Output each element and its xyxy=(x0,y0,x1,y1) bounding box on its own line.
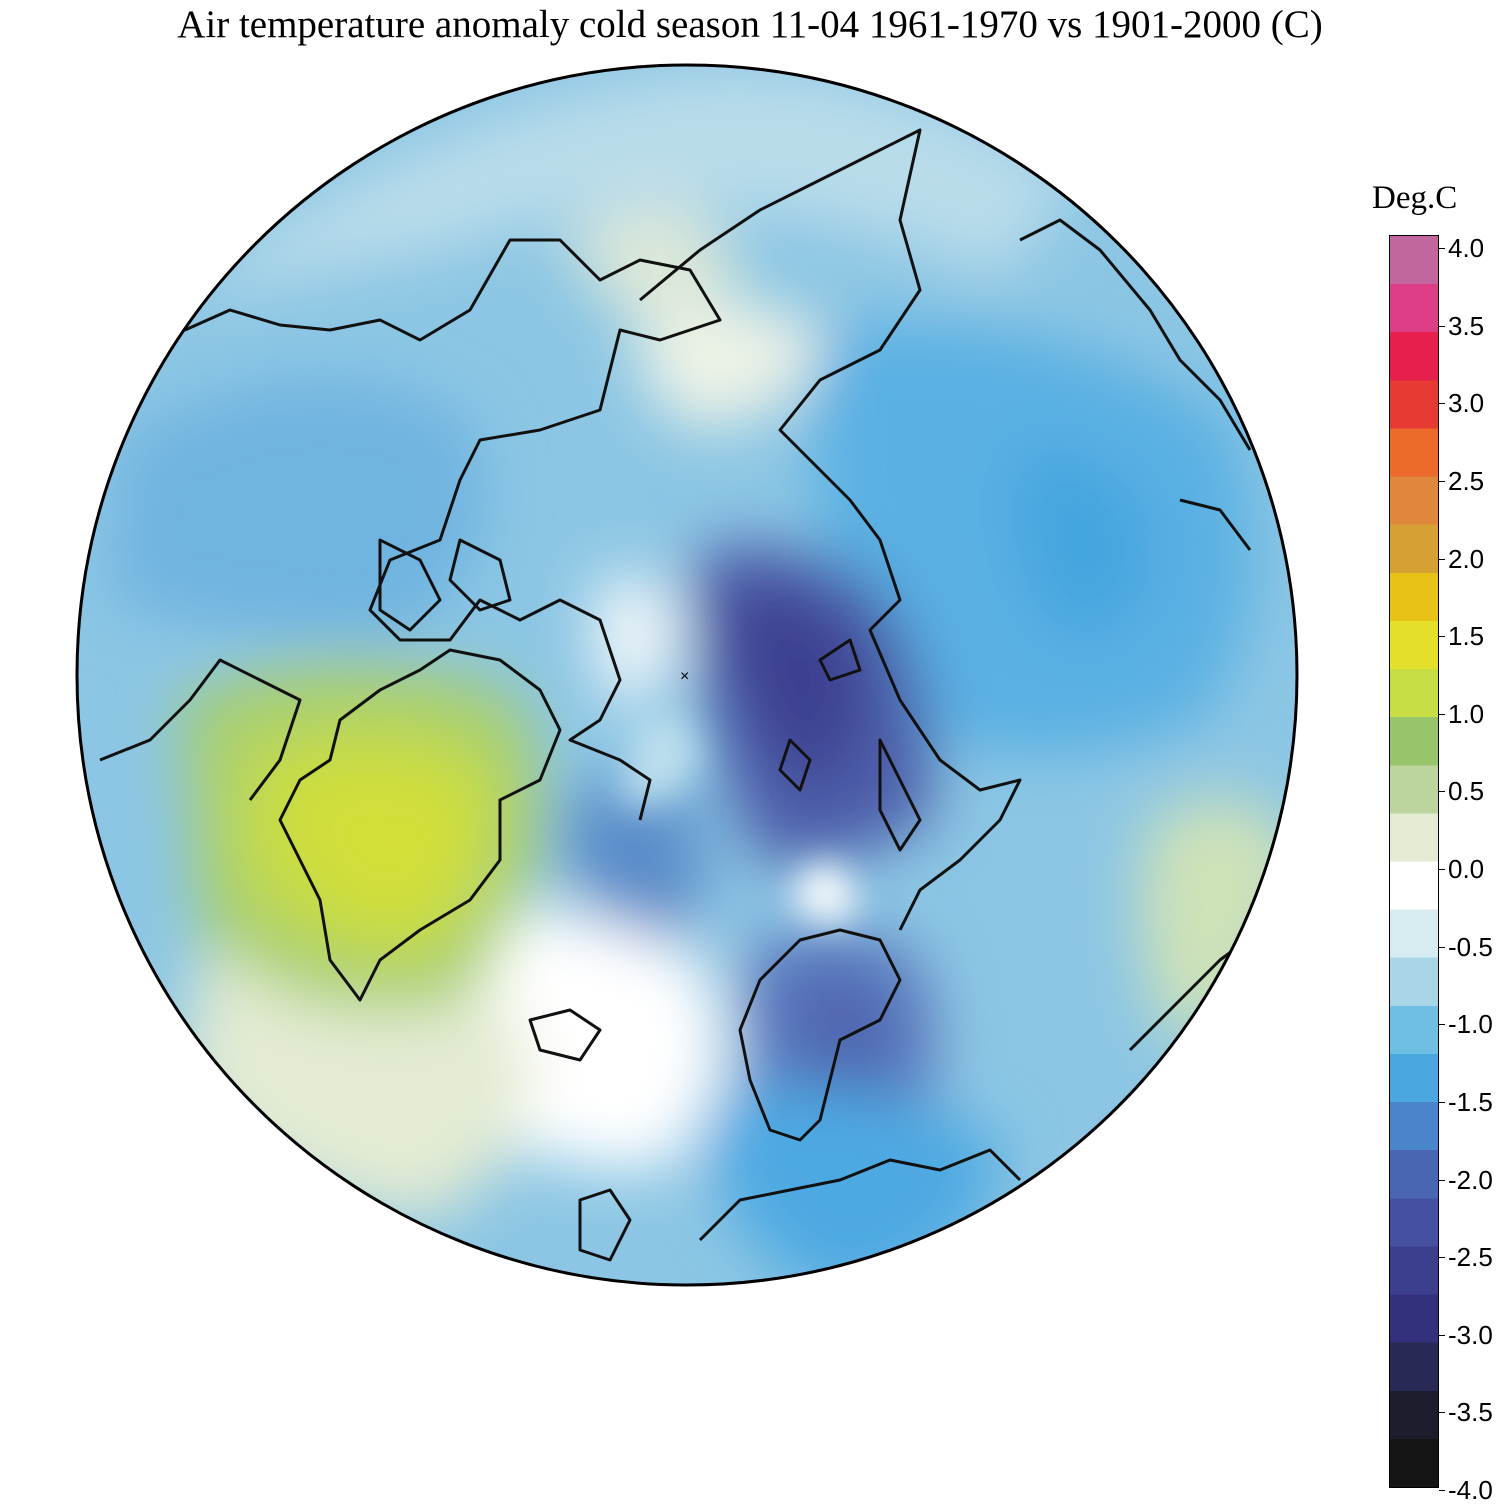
legend-tick-mark xyxy=(1439,636,1445,638)
legend-tick-label: 3.0 xyxy=(1448,388,1485,419)
legend-tick-label: 4.0 xyxy=(1448,233,1485,263)
legend-tick-mark xyxy=(1439,325,1445,327)
legend-tick-mark xyxy=(1439,248,1445,249)
anomaly-field xyxy=(77,65,1297,1285)
legend-tick-mark xyxy=(1439,713,1445,715)
legend-tick-mark xyxy=(1439,558,1445,560)
legend-tick-label: -3.0 xyxy=(1448,1319,1493,1350)
legend-tick-mark xyxy=(1439,1101,1445,1103)
legend-tick-label: 1.5 xyxy=(1448,621,1485,652)
legend-tick-label: -0.5 xyxy=(1448,931,1493,962)
legend-tick-label: 2.0 xyxy=(1448,543,1485,574)
legend-tick-label: -2.5 xyxy=(1448,1242,1493,1273)
legend-tick-label: 3.5 xyxy=(1448,310,1485,341)
map-title: Air temperature anomaly cold season 11-0… xyxy=(177,3,1323,46)
legend-tick-label: -2.0 xyxy=(1448,1164,1493,1195)
legend-title: Deg.C xyxy=(1372,180,1458,216)
legend-tick-mark xyxy=(1439,480,1445,482)
legend-tick-label: -3.5 xyxy=(1448,1397,1493,1428)
legend-tick-label: -1.5 xyxy=(1448,1086,1493,1117)
legend-tick-label: -4.0 xyxy=(1448,1475,1493,1505)
legend-tick-mark xyxy=(1439,791,1445,793)
legend-tick-mark xyxy=(1439,869,1445,870)
polar-map: × xyxy=(75,63,1299,1287)
legend-tick-label: -1.0 xyxy=(1448,1009,1493,1040)
legend-tick-label: 0.0 xyxy=(1448,854,1485,884)
legend-tick-mark xyxy=(1439,403,1445,405)
legend-tick-label: 1.0 xyxy=(1448,698,1485,729)
legend-tick-mark xyxy=(1439,946,1445,948)
legend-tick-label: 2.5 xyxy=(1448,465,1485,496)
legend-tick-mark xyxy=(1439,1412,1445,1414)
legend-tick-mark xyxy=(1439,1257,1445,1259)
legend-tick-mark xyxy=(1439,1024,1445,1026)
legend-tick-mark xyxy=(1439,1179,1445,1181)
color-scale-bar xyxy=(1389,235,1439,1488)
legend-tick-mark xyxy=(1439,1490,1445,1491)
pole-marker: × xyxy=(680,668,689,685)
legend-tick-mark xyxy=(1439,1334,1445,1336)
legend-tick-label: 0.5 xyxy=(1448,776,1485,807)
map-boundary xyxy=(75,63,1299,1287)
